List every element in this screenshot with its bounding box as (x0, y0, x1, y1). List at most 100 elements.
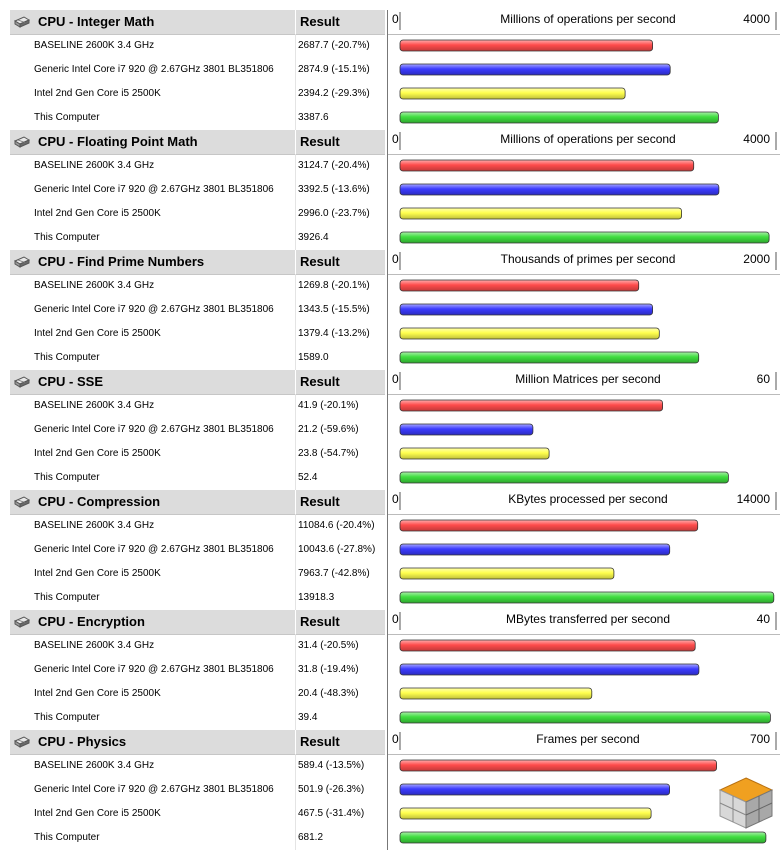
system-name: BASELINE 2600K 3.4 GHz (34, 760, 155, 771)
system-name: Intel 2nd Gen Core i5 2500K (34, 208, 161, 219)
axis-unit-label: Millions of operations per second (500, 132, 675, 146)
bar-i5-2500k (399, 87, 626, 100)
system-name: Generic Intel Core i7 920 @ 2.67GHz 3801… (34, 184, 274, 195)
result-value: 1343.5 (-15.5%) (298, 304, 370, 315)
table-row: BASELINE 2600K 3.4 GHz 589.4 (-13.5%) (10, 754, 385, 778)
bar-i5-2500k (399, 807, 652, 820)
result-value: 31.8 (-19.4%) (298, 664, 359, 675)
result-value: 23.8 (-54.7%) (298, 448, 359, 459)
bar-chart: 0 KBytes processed per second 14000 (386, 490, 780, 610)
table-row: This Computer 681.2 (10, 826, 385, 850)
table-row: Generic Intel Core i7 920 @ 2.67GHz 3801… (10, 538, 385, 562)
result-value: 2687.7 (-20.7%) (298, 40, 370, 51)
bar-i7-920 (399, 543, 671, 556)
chart-svg: 0 KBytes processed per second 14000 (387, 490, 780, 610)
system-name: BASELINE 2600K 3.4 GHz (34, 280, 155, 291)
table-row: Generic Intel Core i7 920 @ 2.67GHz 3801… (10, 58, 385, 82)
table-row: Intel 2nd Gen Core i5 2500K 2996.0 (-23.7… (10, 202, 385, 226)
column-divider (295, 394, 296, 490)
bar-baseline (399, 759, 718, 772)
system-name: Intel 2nd Gen Core i5 2500K (34, 88, 161, 99)
system-name: Generic Intel Core i7 920 @ 2.67GHz 3801… (34, 424, 274, 435)
table-row: This Computer 39.4 (10, 706, 385, 730)
result-rows: BASELINE 2600K 3.4 GHz 1269.8 (-20.1%) Gen… (10, 274, 385, 370)
result-column-header: Result (295, 130, 386, 154)
axis-unit-label: Million Matrices per second (515, 372, 660, 386)
system-name: Intel 2nd Gen Core i5 2500K (34, 328, 161, 339)
bar-i7-920 (399, 423, 534, 436)
axis-min-label: 0 (392, 612, 399, 626)
system-name: Intel 2nd Gen Core i5 2500K (34, 688, 161, 699)
axis-unit-label: MBytes transferred per second (506, 612, 670, 626)
axis-min-label: 0 (392, 492, 399, 506)
benchmark-panel: CPU - Physics Result BASELINE 2600K 3.4 GH… (10, 730, 780, 850)
result-header-label: Result (300, 134, 340, 149)
table-row: Generic Intel Core i7 920 @ 2.67GHz 3801… (10, 298, 385, 322)
axis-max-label: 60 (757, 372, 771, 386)
benchmark-panel: CPU - Integer Math Result BASELINE 2600K 3… (10, 10, 780, 130)
result-header-label: Result (300, 614, 340, 629)
panel-title: CPU - Compression (38, 494, 161, 509)
bar-chart: 0 Frames per second 700 (386, 730, 780, 850)
cpu-chip-icon (13, 136, 31, 148)
table-row: Intel 2nd Gen Core i5 2500K 20.4 (-48.3%) (10, 682, 385, 706)
cpu-chip-icon (13, 16, 31, 28)
bar-i7-920 (399, 783, 671, 796)
bar-chart: 0 Millions of operations per second 4000 (386, 130, 780, 250)
system-name: Generic Intel Core i7 920 @ 2.67GHz 3801… (34, 304, 274, 315)
result-value: 589.4 (-13.5%) (298, 760, 365, 771)
bar-baseline (399, 159, 695, 172)
system-name: This Computer (34, 232, 100, 243)
system-name: This Computer (34, 472, 100, 483)
result-column-header: Result (295, 370, 386, 394)
result-value: 10043.6 (-27.8%) (298, 544, 376, 555)
watermark-logo (716, 776, 776, 830)
axis-unit-label: Frames per second (536, 732, 639, 746)
system-name: Generic Intel Core i7 920 @ 2.67GHz 3801… (34, 544, 274, 555)
benchmark-panel: CPU - SSE Result BASELINE 2600K 3.4 GHz 41.… (10, 370, 780, 490)
panel-header: CPU - Find Prime Numbers Result (10, 250, 385, 275)
result-header-label: Result (300, 494, 340, 509)
bar-i5-2500k (399, 207, 683, 220)
bar-this-computer (399, 711, 771, 724)
system-name: This Computer (34, 112, 100, 123)
table-row: Intel 2nd Gen Core i5 2500K 1379.4 (-13.2… (10, 322, 385, 346)
panel-header: CPU - Encryption Result (10, 610, 385, 635)
column-divider (295, 34, 296, 130)
table-row: This Computer 1589.0 (10, 346, 385, 370)
result-rows: BASELINE 2600K 3.4 GHz 589.4 (-13.5%) Gene… (10, 754, 385, 850)
table-row: BASELINE 2600K 3.4 GHz 1269.8 (-20.1%) (10, 274, 385, 298)
bar-i5-2500k (399, 327, 660, 340)
axis-min-label: 0 (392, 372, 399, 386)
chart-svg: 0 Millions of operations per second 4000 (387, 10, 780, 130)
bar-this-computer (399, 111, 719, 124)
result-value: 1269.8 (-20.1%) (298, 280, 370, 291)
table-row: BASELINE 2600K 3.4 GHz 11084.6 (-20.4%) (10, 514, 385, 538)
system-name: BASELINE 2600K 3.4 GHz (34, 520, 155, 531)
result-value: 13918.3 (298, 592, 335, 603)
chart-svg: 0 Frames per second 700 (387, 730, 780, 850)
table-row: BASELINE 2600K 3.4 GHz 41.9 (-20.1%) (10, 394, 385, 418)
axis-max-label: 4000 (743, 132, 770, 146)
result-rows: BASELINE 2600K 3.4 GHz 3124.7 (-20.4%) Gen… (10, 154, 385, 250)
axis-unit-label: KBytes processed per second (508, 492, 667, 506)
table-row: This Computer 52.4 (10, 466, 385, 490)
panel-header: CPU - Physics Result (10, 730, 385, 755)
result-rows: BASELINE 2600K 3.4 GHz 11084.6 (-20.4%) Ge… (10, 514, 385, 610)
result-header-label: Result (300, 254, 340, 269)
table-row: Generic Intel Core i7 920 @ 2.67GHz 3801… (10, 178, 385, 202)
column-divider (295, 274, 296, 370)
result-column-header: Result (295, 730, 386, 754)
bar-this-computer (399, 351, 700, 364)
table-row: Intel 2nd Gen Core i5 2500K 23.8 (-54.7%) (10, 442, 385, 466)
axis-max-label: 2000 (743, 252, 770, 266)
system-name: BASELINE 2600K 3.4 GHz (34, 400, 155, 411)
result-value: 20.4 (-48.3%) (298, 688, 359, 699)
column-divider (295, 154, 296, 250)
result-value: 2996.0 (-23.7%) (298, 208, 370, 219)
axis-unit-label: Millions of operations per second (500, 12, 675, 26)
system-name: Generic Intel Core i7 920 @ 2.67GHz 3801… (34, 784, 274, 795)
bar-chart: 0 Millions of operations per second 4000 (386, 10, 780, 130)
chart-svg: 0 MBytes transferred per second 40 (387, 610, 780, 730)
panel-title: CPU - Floating Point Math (38, 134, 198, 149)
